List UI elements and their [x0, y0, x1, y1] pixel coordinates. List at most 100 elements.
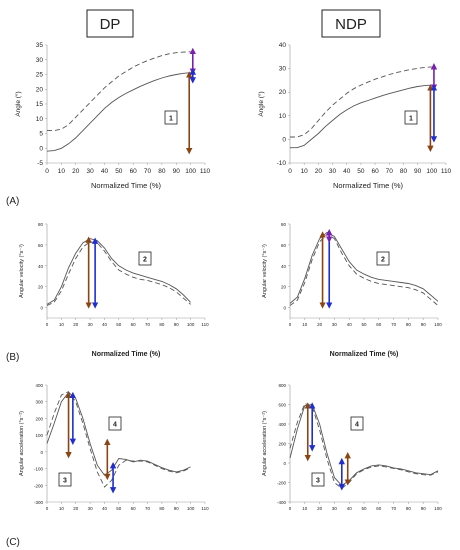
x-tick-label: 80	[406, 322, 412, 327]
x-tick-label: 30	[86, 168, 94, 175]
x-tick-label: 20	[72, 168, 80, 175]
x-tick-label: 100	[434, 506, 442, 511]
y-tick-label: -100	[34, 467, 44, 472]
y-tick-label: 10	[36, 116, 44, 123]
x-tick-label: 90	[414, 168, 422, 175]
y-tick-label: -200	[34, 483, 44, 488]
y-tick-label: 0	[283, 306, 286, 311]
y-tick-label: 80	[281, 222, 287, 227]
annotation-box	[404, 110, 418, 125]
x-tick-label: 110	[441, 168, 452, 175]
annotation-box	[311, 472, 325, 487]
x-tick-label: 100	[187, 322, 195, 327]
x-tick-label: 10	[59, 506, 65, 511]
x-tick-label: 40	[101, 168, 109, 175]
series-line-dashed	[46, 391, 191, 488]
x-tick-label: 60	[371, 168, 379, 175]
series-line-dashed	[290, 66, 432, 138]
y-tick-label: 0	[283, 461, 286, 466]
y-axis-title: Angular velocity (°s⁻¹)	[262, 244, 268, 298]
series-line-dashed	[46, 241, 191, 306]
x-tick-label: 10	[301, 168, 309, 175]
y-tick-label: -200	[277, 481, 287, 486]
y-tick-label: 800	[278, 383, 286, 388]
y-tick-label: 400	[278, 422, 286, 427]
y-tick-label: 10	[279, 113, 287, 120]
x-tick-label: 10	[59, 322, 65, 327]
y-tick-label: 60	[281, 243, 287, 248]
x-tick-label: 20	[317, 506, 323, 511]
x-tick-label: 0	[289, 322, 292, 327]
annotation-label: 1	[169, 116, 173, 123]
x-tick-label: 50	[115, 168, 123, 175]
x-tick-label: 110	[200, 168, 211, 175]
x-tick-label: 40	[102, 322, 108, 327]
annotation-label: 2	[143, 257, 147, 264]
chart-b-ndp: 0 20 40 60 80 0 10 20 30 40 50 60 70 80 90 100 Angular v…	[262, 222, 442, 358]
y-axis-title: Angular velocity (°s⁻¹)	[19, 244, 25, 298]
x-axis-title: Normalized Time (%)	[92, 351, 161, 358]
x-tick-label: 70	[391, 506, 397, 511]
row-label-a: (A)	[6, 196, 19, 207]
x-tick-label: 20	[73, 506, 79, 511]
annotation-box	[58, 472, 72, 487]
annotation-box	[350, 416, 364, 431]
chart-c-ndp: -400 -200 0 200 400 600 800 0 10 20 30 40 50 60 70 80 90…	[262, 383, 442, 511]
x-tick-label: 0	[45, 168, 49, 175]
x-tick-label: 30	[329, 168, 337, 175]
y-tick-label: 35	[36, 42, 44, 49]
y-tick-label: -5	[37, 160, 43, 167]
x-tick-label: 70	[145, 506, 151, 511]
y-tick-label: 0	[39, 145, 43, 152]
x-tick-label: 30	[332, 506, 338, 511]
annotation-box	[108, 416, 122, 431]
x-tick-label: 80	[158, 168, 166, 175]
y-tick-label: 40	[279, 42, 287, 49]
y-tick-label: 40	[281, 264, 287, 269]
y-tick-label: 80	[38, 222, 44, 227]
x-tick-label: 80	[159, 322, 165, 327]
annotation-label: 3	[316, 478, 320, 485]
x-tick-label: 10	[58, 168, 66, 175]
y-tick-label: 25	[36, 72, 44, 79]
y-tick-label: 20	[281, 285, 287, 290]
y-tick-label: -10	[277, 160, 287, 167]
y-tick-label: 300	[35, 400, 43, 405]
x-tick-label: 20	[315, 168, 323, 175]
x-tick-label: 20	[317, 322, 323, 327]
chart-b-dp: 0 20 40 60 80 0 10 20 30 40 50 60 70 80 90 100 110 Angula…	[19, 222, 209, 358]
y-tick-label: 30	[36, 57, 44, 64]
x-tick-label: 80	[406, 506, 412, 511]
x-tick-label: 60	[376, 322, 382, 327]
y-axis-title: Angular acceleration (°s⁻²)	[262, 411, 268, 476]
x-tick-label: 100	[185, 168, 196, 175]
annotation-box	[138, 251, 152, 266]
header-box-ndp	[321, 9, 381, 38]
x-tick-label: 70	[144, 168, 152, 175]
y-tick-label: 100	[35, 433, 43, 438]
row-label-c: (C)	[6, 537, 20, 548]
x-axis-title: Normalized Time (%)	[91, 181, 162, 190]
y-tick-label: 40	[38, 264, 44, 269]
series-line-dashed	[289, 233, 439, 306]
x-tick-label: 90	[173, 168, 181, 175]
y-axis-title: Angle (°)	[14, 91, 22, 116]
y-axis-title: Angular acceleration (°s⁻²)	[19, 411, 25, 476]
x-tick-label: 50	[361, 506, 367, 511]
x-tick-label: 40	[347, 506, 353, 511]
series-line-dashed	[289, 402, 439, 489]
y-tick-label: 20	[279, 89, 287, 96]
x-tick-label: 90	[174, 506, 180, 511]
y-tick-label: 200	[35, 416, 43, 421]
x-axis-title: Normalized Time (%)	[333, 181, 404, 190]
y-tick-label: 5	[39, 131, 43, 138]
x-tick-label: 20	[73, 322, 79, 327]
x-tick-label: 0	[46, 322, 49, 327]
y-tick-label: 0	[40, 306, 43, 311]
annotation-box	[376, 251, 390, 266]
x-tick-label: 80	[159, 506, 165, 511]
x-tick-label: 50	[361, 322, 367, 327]
x-tick-label: 100	[187, 506, 195, 511]
x-tick-label: 90	[421, 506, 427, 511]
